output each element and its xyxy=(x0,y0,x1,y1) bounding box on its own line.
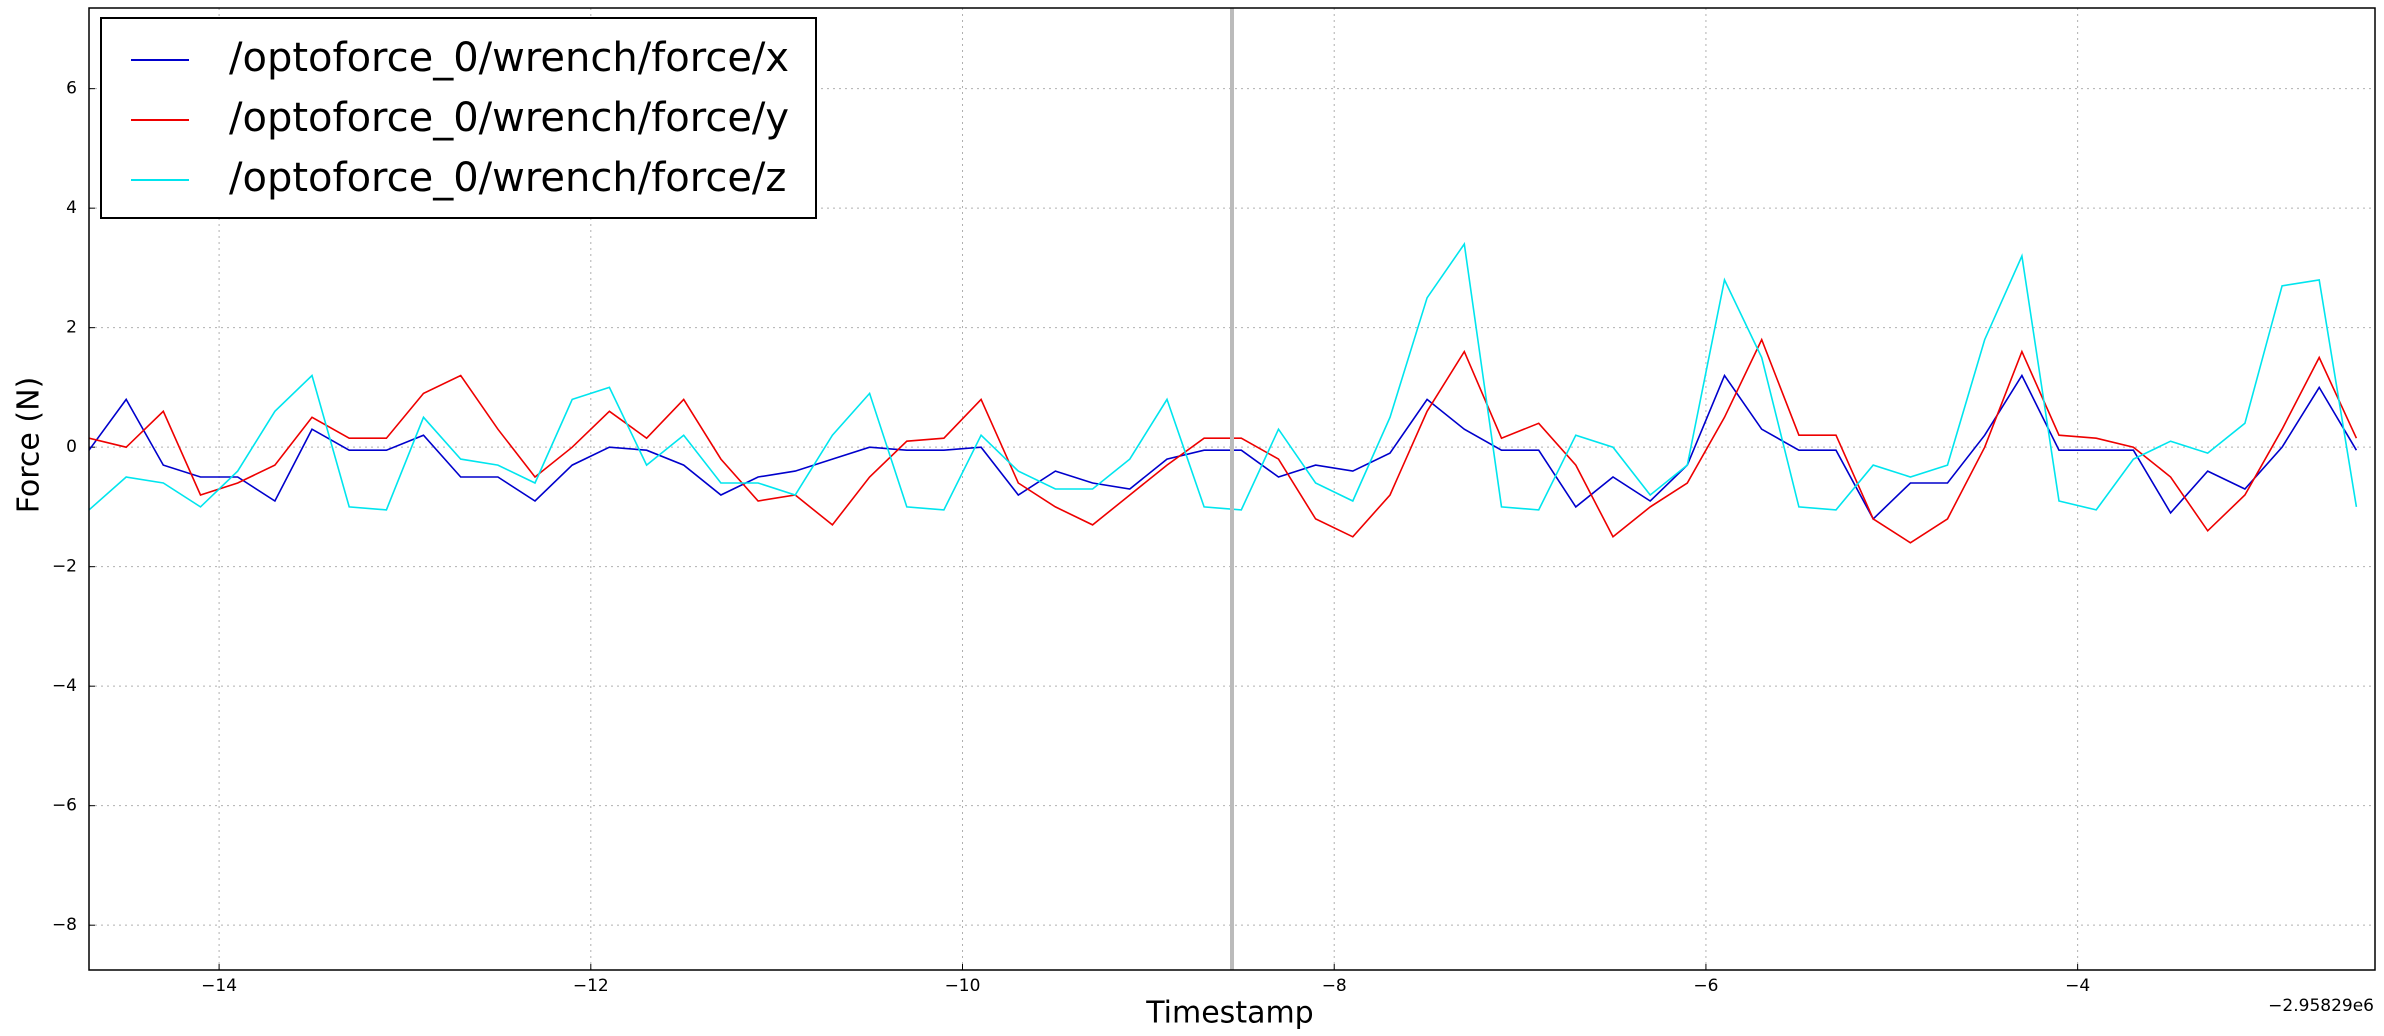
x-offset-label: −2.95829e6 xyxy=(2268,996,2374,1016)
y-tick-label: 4 xyxy=(66,198,77,218)
x-tick-label: −6 xyxy=(1693,976,1718,996)
y-tick-label: −2 xyxy=(52,557,77,577)
y-tick-label: −8 xyxy=(52,915,77,935)
y-axis-label: Force (N) xyxy=(12,377,47,514)
y-tick-label: 2 xyxy=(66,318,77,338)
x-tick-label: −12 xyxy=(573,976,609,996)
x-tick-label: −8 xyxy=(1322,976,1347,996)
series-line xyxy=(89,241,2358,511)
y-tick-label: 0 xyxy=(66,437,77,457)
x-tick-label: −10 xyxy=(945,976,981,996)
y-tick-label: −4 xyxy=(52,676,77,696)
series-line xyxy=(89,337,2358,544)
legend-label: /optoforce_0/wrench/force/y xyxy=(229,95,789,141)
x-tick-label: −4 xyxy=(2065,976,2090,996)
legend-box xyxy=(100,17,817,219)
legend-label: /optoforce_0/wrench/force/z xyxy=(229,155,786,201)
x-axis-label: Timestamp xyxy=(1145,996,1313,1031)
x-tick-label: −14 xyxy=(201,976,237,996)
series-line xyxy=(89,373,2358,521)
plot-frame xyxy=(88,7,2376,971)
y-tick-label: 6 xyxy=(66,79,77,99)
y-tick-label: −6 xyxy=(52,796,77,816)
legend-label: /optoforce_0/wrench/force/x xyxy=(229,35,789,81)
